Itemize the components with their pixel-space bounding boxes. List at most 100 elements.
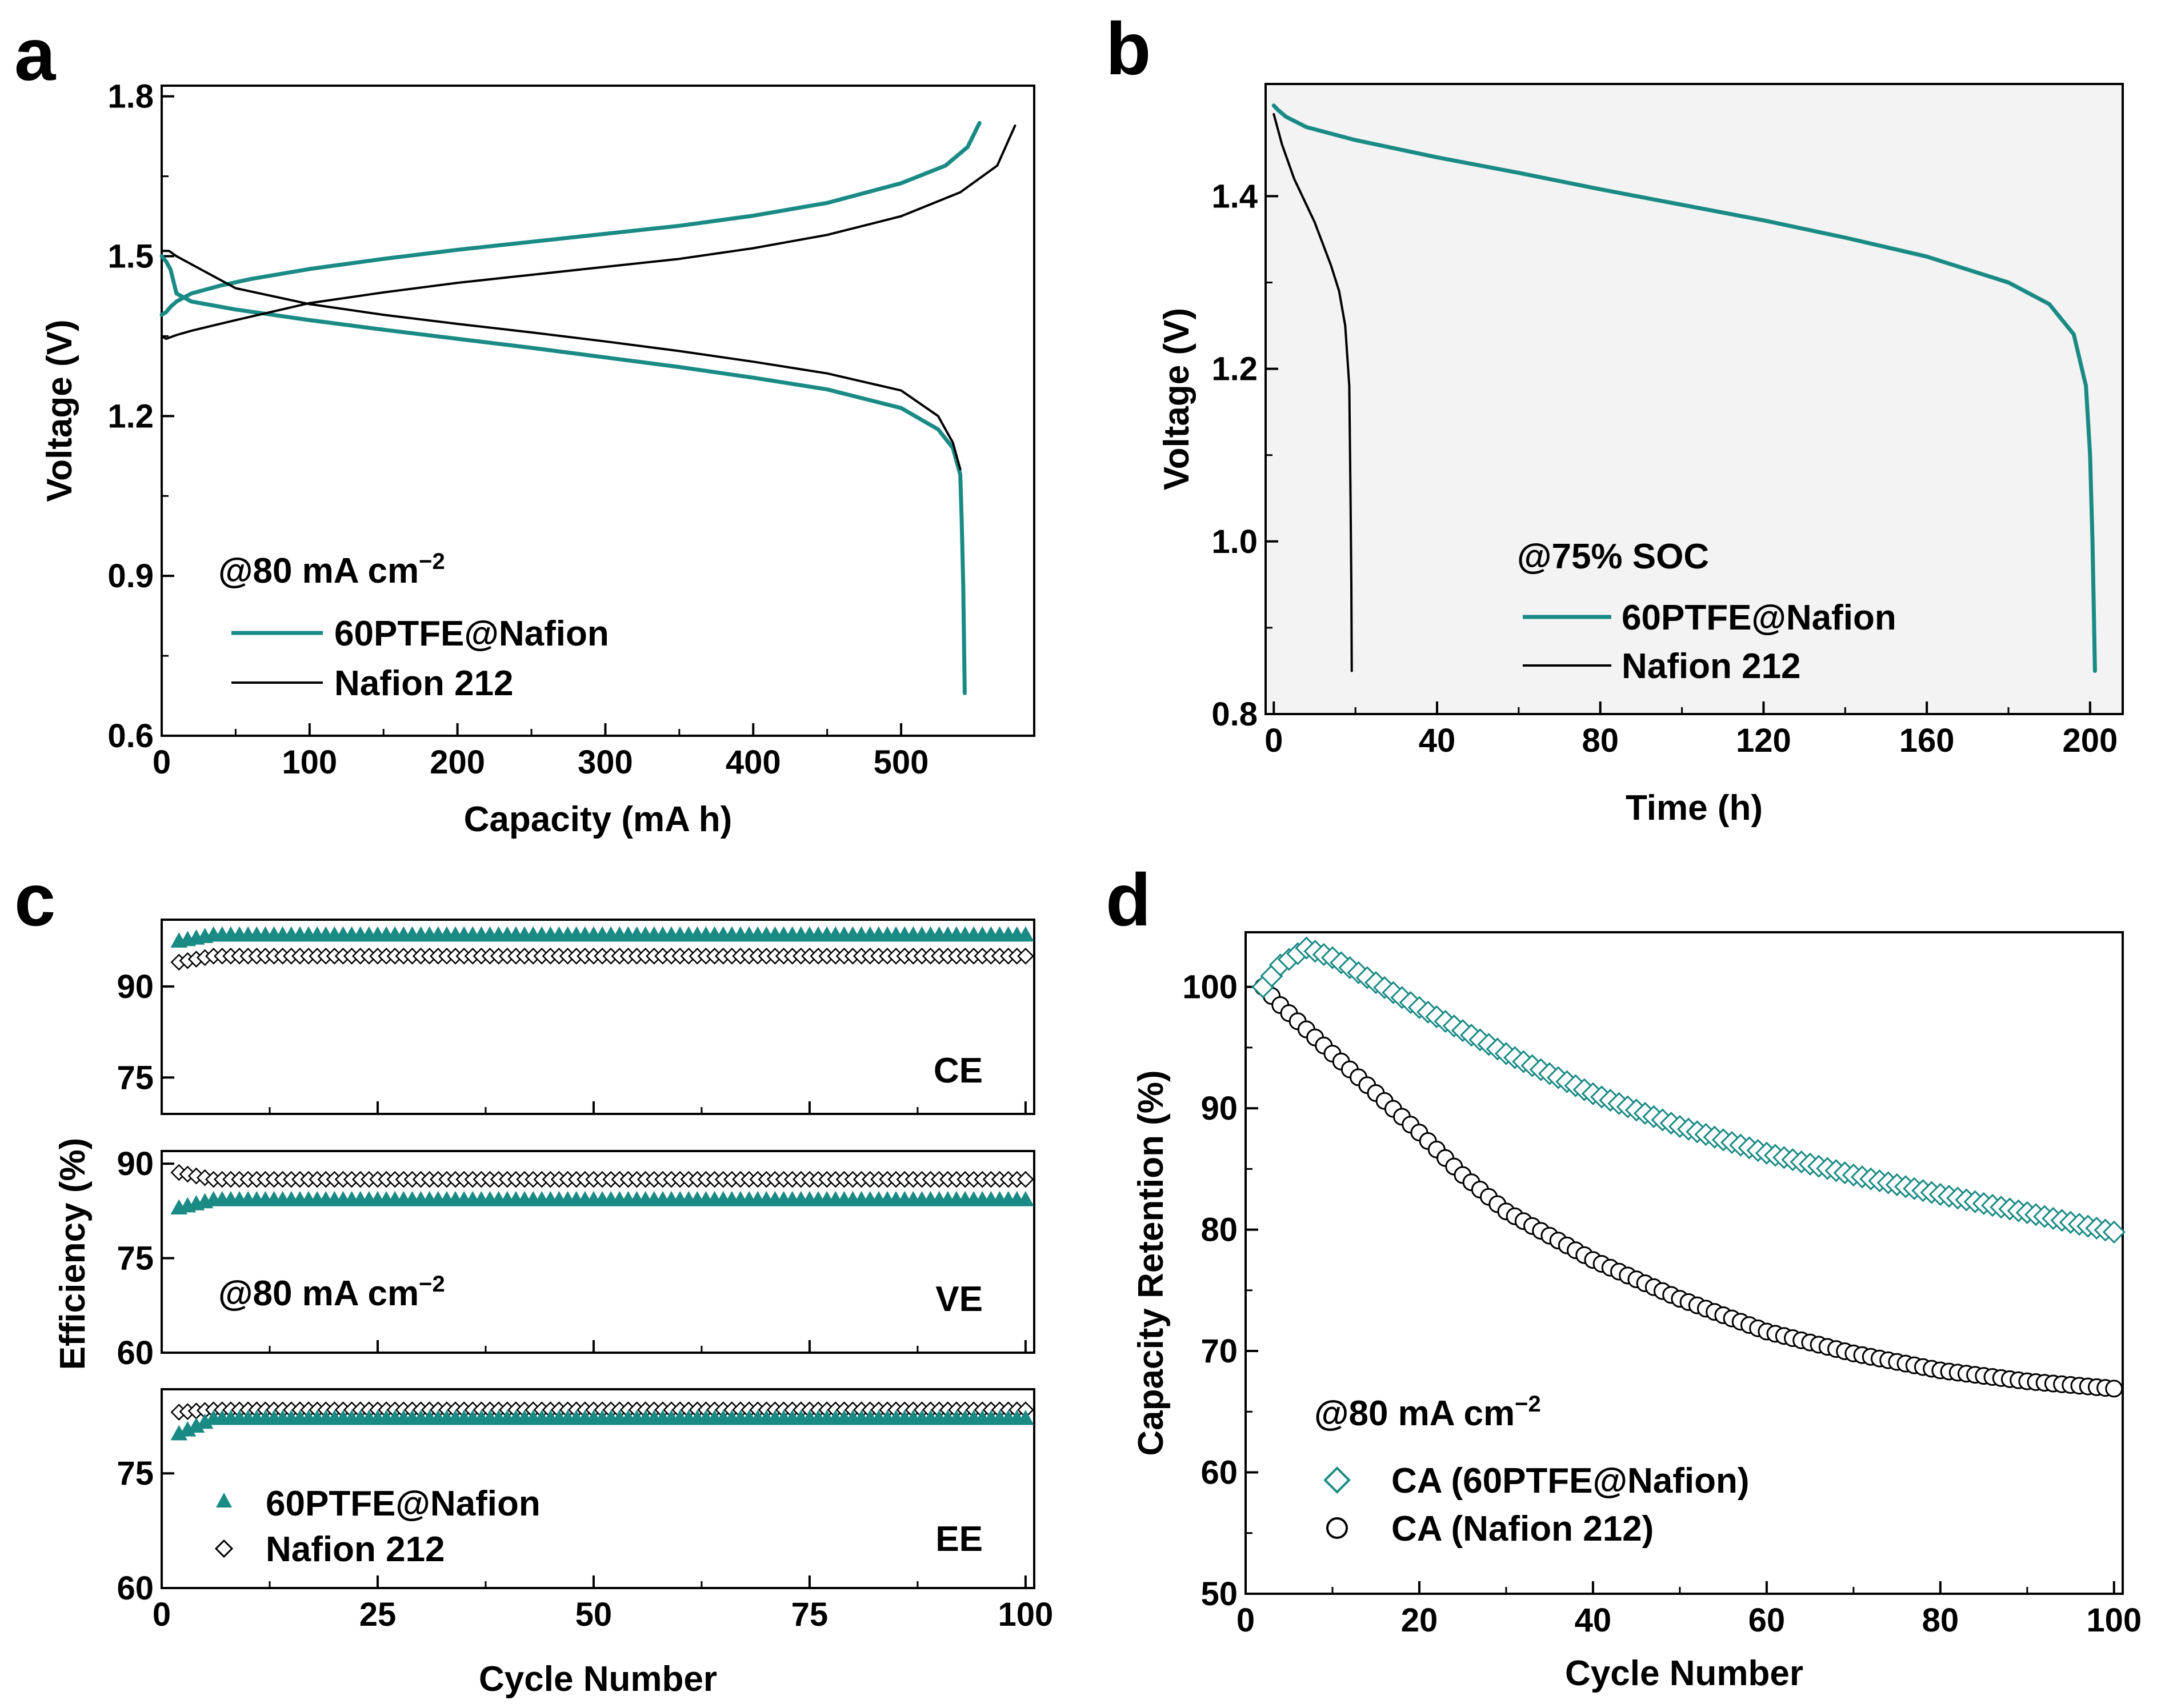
y-tick-label: 70	[1200, 1333, 1238, 1370]
legend-marker-nafion	[214, 1539, 234, 1558]
subplot-ce: 75 90 CE	[117, 919, 1035, 1115]
y-tick-label: 1.4	[1211, 178, 1258, 215]
nafion-point	[1017, 1170, 1034, 1188]
legend-label-nafion: Nafion 212	[266, 1530, 445, 1569]
x-tick-label: 0	[1264, 722, 1283, 759]
soc-annotation: @75% SOC	[1517, 537, 1709, 576]
y-tick-label: 75	[117, 1455, 154, 1492]
x-tick-label: 80	[1922, 1602, 1959, 1639]
current-density-exponent: −2	[419, 549, 445, 574]
x-tick-label: 0	[1236, 1602, 1255, 1639]
nafion-point	[2105, 1380, 2123, 1398]
y-tick-label: 0.9	[107, 558, 154, 595]
panel-d: d 0 20 40 60 80 100 50 60 70 80 90 100 Cycle Number Ca…	[1106, 858, 2142, 1693]
series-line-ptfe-discharge	[159, 254, 967, 695]
ptfe-point	[1017, 1409, 1034, 1425]
legend-label-ptfe: 60PTFE@Nafion	[266, 1484, 541, 1523]
subplot-label-ee: EE	[935, 1519, 983, 1559]
x-tick-label: 200	[430, 744, 485, 781]
legend-label-ptfe: 60PTFE@Nafion	[334, 614, 609, 653]
y-tick-label: 80	[1200, 1212, 1238, 1249]
y-tick-label: 60	[1200, 1454, 1238, 1492]
subplot-label-ve: VE	[935, 1280, 983, 1319]
x-tick-label: 500	[874, 744, 929, 781]
series-line-nafion-charge	[161, 125, 1017, 340]
series-line-nafion-discharge	[161, 250, 962, 471]
x-axis-title: Time (h)	[1626, 788, 1763, 828]
ptfe-point	[2102, 1220, 2126, 1244]
series-line-ptfe-charge	[159, 121, 982, 317]
panel-c: c 75 90 CE 60 75 90 VE 0 25 50 75 100 60 75 EE Cycle Num…	[14, 858, 1053, 1699]
plot-background	[1266, 84, 2123, 714]
series-line-ptfe	[1271, 103, 2097, 673]
y-tick-label: 90	[117, 1145, 154, 1182]
x-tick-label: 400	[726, 744, 781, 781]
current-density-label: @80 mA cm−2	[1314, 1392, 1541, 1433]
x-tick-label: 40	[1419, 722, 1456, 759]
y-tick-label: 1.2	[107, 398, 154, 435]
plot-frame	[1264, 83, 2124, 715]
current-density-label: @80 mA cm−2	[218, 549, 445, 591]
legend-label-ptfe: CA (60PTFE@Nafion)	[1391, 1461, 1750, 1501]
panel-label-b: b	[1106, 7, 1151, 90]
nafion-point	[1017, 947, 1034, 965]
x-axis-title: Cycle Number	[479, 1659, 717, 1699]
panel-a: a 0 100 200 300 400 500 0.6 0.9 1.2 1.5 1.8 Capacity…	[14, 13, 1035, 839]
x-tick-label: 60	[1748, 1602, 1786, 1639]
current-density-text: @80 mA cm	[1314, 1394, 1515, 1433]
x-tick-label: 120	[1736, 722, 1791, 759]
y-tick-label: 1.8	[107, 78, 154, 115]
plot-frame	[1244, 931, 2124, 1595]
panel-label-c: c	[14, 858, 55, 941]
ptfe-point	[1017, 926, 1034, 942]
legend-label-nafion: Nafion 212	[1622, 647, 1801, 686]
x-tick-label: 0	[153, 1596, 171, 1633]
x-axis-title: Cycle Number	[1565, 1654, 1803, 1693]
legend-marker-nafion	[1326, 1517, 1348, 1539]
series-line-nafion	[1272, 113, 1353, 672]
y-tick-label: 75	[117, 1059, 154, 1096]
y-tick-label: 90	[117, 968, 154, 1005]
x-tick-label: 40	[1575, 1602, 1612, 1639]
current-density-label: @80 mA cm−2	[218, 1272, 445, 1313]
x-tick-label: 200	[2062, 722, 2118, 759]
subplot-label-ce: CE	[934, 1051, 983, 1090]
y-tick-label: 75	[117, 1240, 154, 1277]
legend-marker-ptfe	[1323, 1466, 1351, 1494]
legend-label-nafion: CA (Nafion 212)	[1391, 1509, 1654, 1549]
x-axis-title: Capacity (mA h)	[464, 800, 733, 839]
x-tick-label: 75	[791, 1596, 829, 1633]
subplot-ee: 0 25 50 75 100 60 75 EE	[117, 1388, 1053, 1633]
legend-label-ptfe: 60PTFE@Nafion	[1622, 598, 1896, 638]
legend-marker-ptfe	[216, 1493, 232, 1507]
x-tick-label: 0	[153, 744, 171, 781]
y-tick-label: 0.8	[1211, 696, 1258, 733]
x-tick-label: 50	[575, 1596, 613, 1633]
ptfe-point	[1017, 1190, 1034, 1206]
panel-b: b 0 40 80 120 160 200 0.8 1.0 1.2 1.4 Time (h) Volta…	[1106, 7, 2124, 828]
y-tick-label: 90	[1200, 1090, 1238, 1127]
subplot-ve: 60 75 90 VE	[117, 1145, 1035, 1372]
current-density-exponent: −2	[1515, 1392, 1541, 1417]
plot-frame	[161, 1388, 1035, 1589]
panel-label-a: a	[14, 13, 57, 96]
y-tick-label: 1.2	[1211, 351, 1258, 388]
y-axis-title: Voltage (V)	[40, 319, 79, 502]
x-tick-label: 100	[2086, 1602, 2142, 1639]
current-density-exponent: −2	[419, 1272, 445, 1297]
plot-frame	[161, 919, 1035, 1115]
x-tick-label: 300	[578, 744, 633, 781]
y-tick-label: 50	[1200, 1575, 1238, 1613]
y-tick-label: 0.6	[107, 717, 154, 755]
x-tick-label: 100	[282, 744, 337, 781]
y-tick-label: 60	[117, 1334, 154, 1372]
y-tick-label: 100	[1182, 969, 1238, 1006]
y-tick-label: 1.5	[107, 238, 154, 275]
y-tick-label: 60	[117, 1570, 154, 1607]
legend-label-nafion: Nafion 212	[334, 664, 514, 703]
y-axis-title: Efficiency (%)	[53, 1138, 93, 1370]
current-density-text: @80 mA cm	[218, 1274, 419, 1313]
current-density-text: @80 mA cm	[218, 551, 419, 591]
x-tick-label: 20	[1401, 1602, 1438, 1639]
